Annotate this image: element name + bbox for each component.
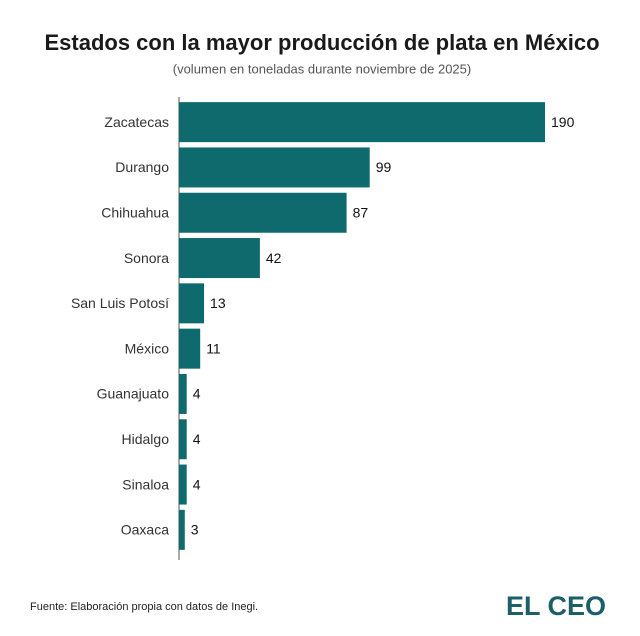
bar [179,373,187,414]
y-tick-label: San Luis Potosí [71,295,169,311]
chart-subtitle: (volumen en toneladas durante noviembre … [173,61,471,76]
y-tick-label: Oaxaca [121,522,169,538]
bar [179,464,187,505]
bar [179,192,347,233]
data-label: 4 [193,476,201,492]
data-label: 87 [353,204,369,220]
bar [179,238,260,279]
source-note: Fuente: Elaboración propia con datos de … [30,601,258,613]
y-tick-label: Zacatecas [104,114,169,130]
y-tick-label: Guanajuato [97,386,170,402]
data-label: 13 [210,295,226,311]
bar [179,419,187,460]
y-tick-label: Sonora [124,250,169,266]
y-tick-label: Hidalgo [122,431,170,447]
y-tick-label: Chihuahua [101,204,169,220]
bar [179,283,205,324]
logo: EL CEO [506,591,606,621]
data-label: 11 [206,340,221,356]
data-label: 4 [193,431,201,447]
bar [179,102,545,143]
bar [179,509,185,550]
bar [179,328,201,369]
y-tick-label: Durango [115,159,169,175]
data-label: 42 [266,250,282,266]
data-label: 99 [376,159,392,175]
bar [179,147,370,188]
data-label: 190 [551,114,575,130]
y-tick-label: Sinaloa [122,476,169,492]
y-tick-label: México [125,340,170,356]
chart-title: Estados con la mayor producción de plata… [44,30,599,55]
data-label: 3 [191,522,199,538]
data-label: 4 [193,386,201,402]
